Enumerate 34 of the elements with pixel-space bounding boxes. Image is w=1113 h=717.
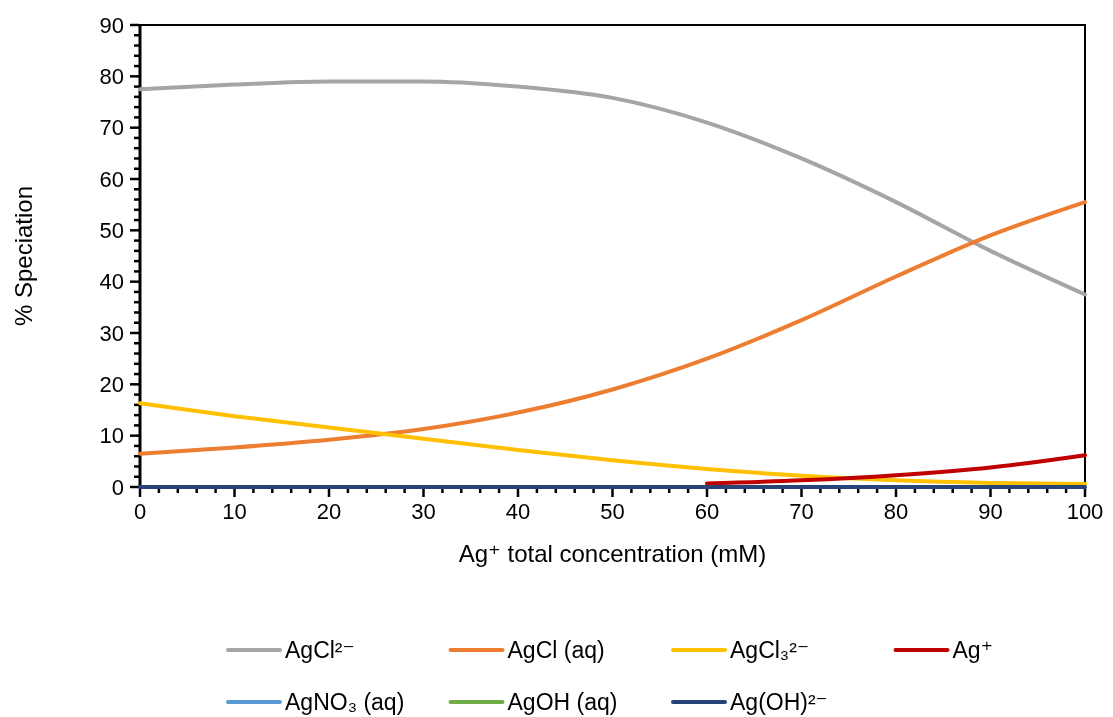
x-tick-label: 60 — [694, 499, 720, 524]
x-tick-label: 90 — [978, 499, 1003, 524]
x-tick-label: 20 — [316, 499, 342, 524]
legend-label: AgNO₃ (aq) — [285, 689, 405, 716]
line-series — [138, 79, 1087, 297]
y-tick-label: 40 — [99, 269, 124, 295]
y-tick-label: 70 — [99, 115, 124, 141]
legend-label: AgCl₃²⁻ — [730, 637, 810, 664]
y-axis-title: % Speciation — [10, 185, 37, 327]
x-tick-label: 0 — [133, 499, 147, 524]
legend-label: Ag(OH)²⁻ — [730, 689, 828, 716]
x-tick-label: 40 — [505, 499, 531, 524]
legend-label: Ag⁺ — [952, 637, 993, 664]
y-tick-label: 50 — [99, 218, 124, 244]
legend-label: AgCl²⁻ — [285, 637, 355, 664]
legend-label: AgOH (aq) — [507, 689, 618, 716]
legend-label: AgCl (aq) — [507, 637, 605, 664]
x-tick-label: 100 — [1066, 499, 1104, 524]
x-tick-label: 80 — [883, 499, 909, 524]
line-series — [705, 453, 1087, 486]
y-tick-label: 60 — [99, 166, 124, 192]
x-tick-label: 50 — [600, 499, 625, 524]
x-tick-label: 10 — [222, 499, 247, 524]
line-series — [138, 401, 1087, 486]
x-tick-label: 30 — [411, 499, 436, 524]
y-tick-label: 10 — [99, 423, 124, 449]
x-tick-label: 70 — [789, 499, 814, 524]
y-tick-label: 20 — [99, 372, 124, 398]
y-tick-label: 30 — [99, 320, 124, 346]
y-tick-label: 90 — [99, 12, 124, 38]
y-tick-label: 80 — [99, 64, 124, 90]
line-series — [138, 200, 1087, 456]
x-axis-title: Ag⁺ total concentration (mM) — [458, 540, 767, 567]
y-tick-label: 0 — [111, 474, 124, 500]
